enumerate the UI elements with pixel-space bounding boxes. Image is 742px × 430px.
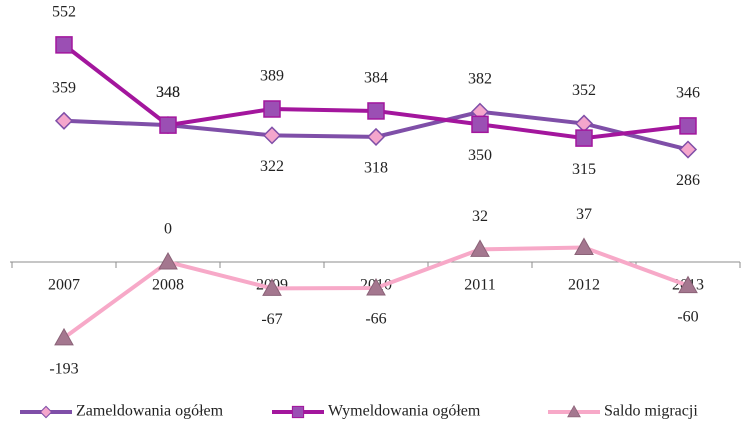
- legend-marker: [567, 404, 581, 418]
- point: [678, 140, 698, 159]
- point: [262, 126, 282, 145]
- point: [54, 327, 74, 346]
- data-label: 346: [676, 85, 700, 102]
- data-label: 322: [260, 158, 284, 175]
- data-label: 352: [572, 82, 596, 99]
- data-label: 384: [364, 70, 388, 87]
- data-label: 348: [156, 84, 180, 101]
- data-label: 389: [260, 68, 284, 85]
- point: [54, 111, 74, 130]
- data-label: 32: [472, 208, 488, 225]
- point: [471, 115, 489, 134]
- data-label: 37: [576, 206, 592, 223]
- data-label: 315: [572, 161, 596, 178]
- point: [263, 100, 281, 118]
- data-label: -66: [365, 311, 386, 328]
- point: [158, 251, 178, 270]
- point: [678, 275, 698, 294]
- data-label: -60: [677, 308, 698, 325]
- point: [55, 36, 73, 54]
- point: [679, 117, 697, 135]
- legend-marker: [291, 405, 305, 419]
- legend-marker: [39, 405, 53, 419]
- point: [367, 102, 385, 120]
- point: [574, 237, 594, 255]
- x-tick-label: 2008: [152, 277, 184, 294]
- point: [470, 239, 490, 257]
- point: [159, 116, 177, 134]
- data-label: -193: [49, 361, 78, 378]
- data-label: 350: [468, 147, 492, 164]
- data-label: 552: [52, 4, 76, 21]
- x-tick-label: 2011: [464, 277, 495, 294]
- data-label: 318: [364, 160, 388, 177]
- data-label: 359: [52, 79, 76, 96]
- x-tick-label: 2012: [568, 277, 600, 294]
- point: [262, 278, 282, 296]
- point: [366, 277, 386, 296]
- x-tick-label: 2007: [48, 277, 80, 294]
- data-label: 286: [676, 172, 700, 189]
- legend-label: Wymeldowania ogółem: [328, 403, 481, 420]
- data-label: -67: [261, 311, 282, 328]
- point: [575, 129, 593, 147]
- data-label: 348: [156, 84, 180, 101]
- legend-label: Saldo migracji: [604, 403, 698, 420]
- legend-label: Zameldowania ogółem: [76, 403, 224, 420]
- data-label: 0: [164, 221, 172, 238]
- point: [366, 127, 386, 146]
- data-label: 382: [468, 70, 492, 87]
- point: [574, 114, 594, 133]
